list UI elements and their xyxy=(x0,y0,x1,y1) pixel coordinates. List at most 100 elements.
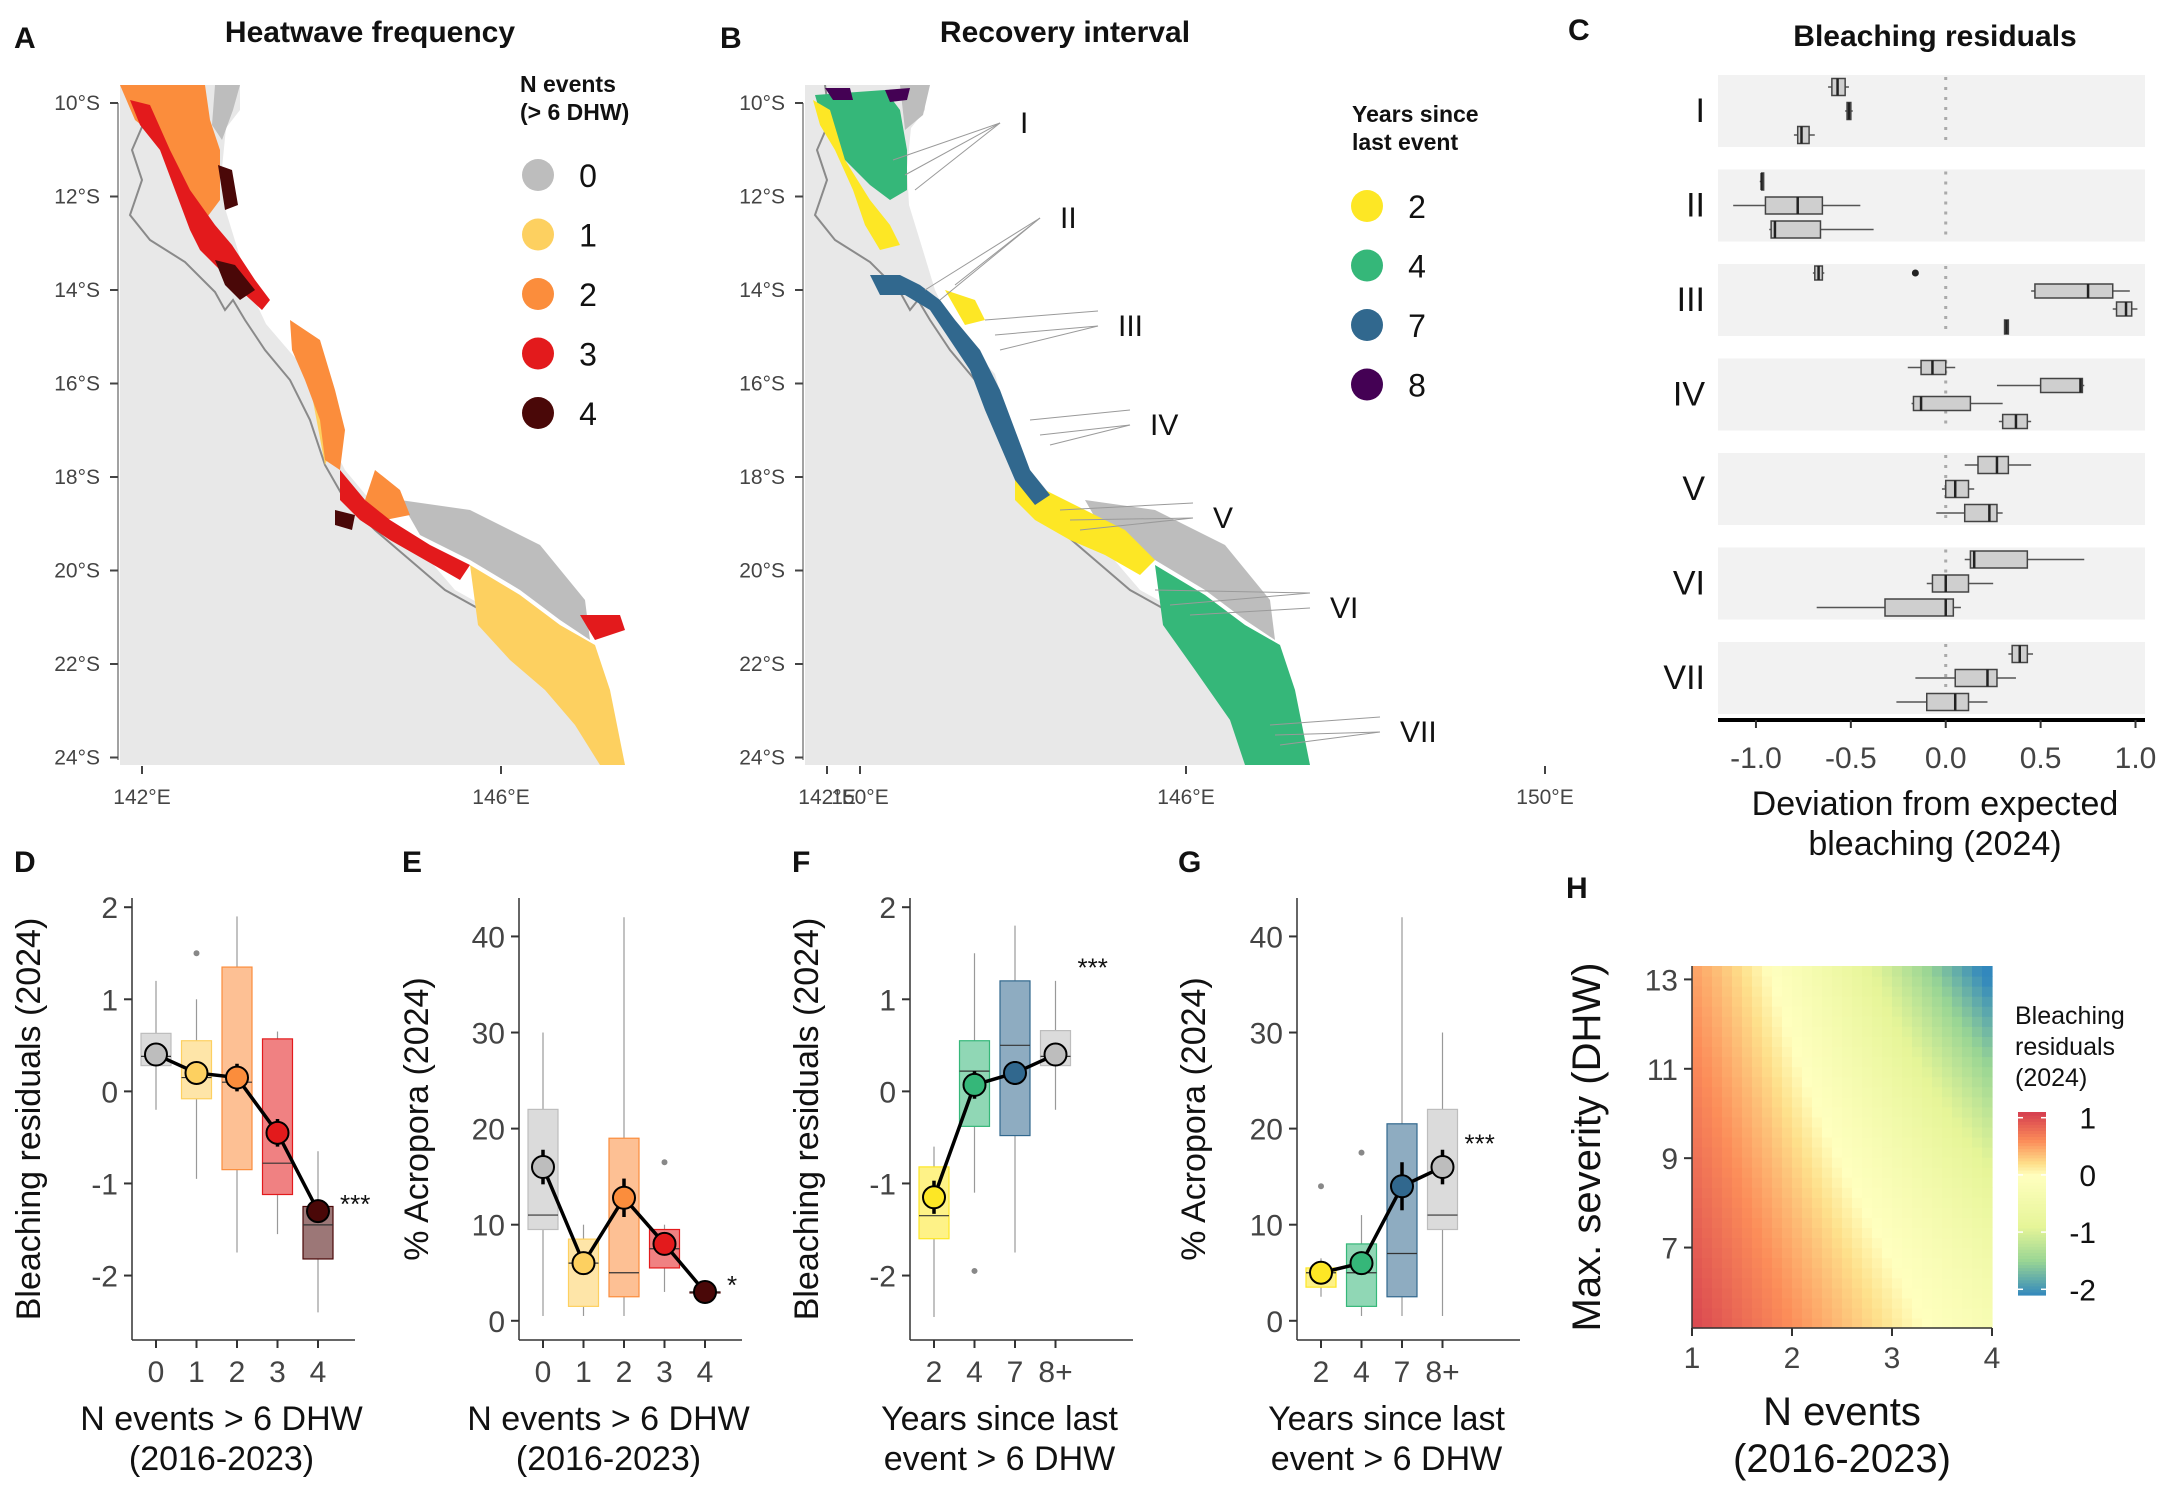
heatmap-cell xyxy=(1772,966,1783,977)
heatmap-cell xyxy=(1822,1237,1833,1249)
heatmap-cell xyxy=(1982,986,1993,997)
heatmap-cell xyxy=(1832,1297,1843,1309)
heatmap-cell xyxy=(1742,1056,1753,1068)
heatmap-cell xyxy=(1862,986,1873,997)
heatmap-cell xyxy=(1982,976,1993,987)
heatmap-cell xyxy=(1752,1227,1763,1239)
heatmap-cell xyxy=(1712,1066,1723,1078)
y-tick-label: 10 xyxy=(1250,1210,1283,1243)
heatmap-cell xyxy=(1812,1267,1823,1279)
heatmap-cell xyxy=(1872,1277,1883,1289)
legend-color-step xyxy=(2018,1206,2046,1211)
heatmap-cell xyxy=(1862,1217,1873,1229)
heatmap-cell xyxy=(1852,1297,1863,1309)
heatmap-cell xyxy=(1862,1096,1873,1108)
heatmap-cell xyxy=(1752,1307,1763,1319)
heatmap-cell xyxy=(1872,966,1883,977)
heatmap-cell xyxy=(1902,1046,1913,1058)
heatmap-cell xyxy=(1952,1267,1963,1279)
heatmap-cell xyxy=(1932,1177,1943,1188)
heatmap-cell xyxy=(1782,1016,1793,1027)
heatmap-cell xyxy=(1692,1096,1703,1108)
heatmap-cell xyxy=(1872,1026,1883,1037)
heatmap-cell xyxy=(1852,1157,1863,1168)
heatmap-cell xyxy=(1912,1167,1923,1178)
heatmap-cell xyxy=(1982,1287,1993,1299)
heatmap-cell xyxy=(1762,1016,1773,1027)
y-tick-label: -1 xyxy=(869,1168,896,1201)
heatmap-cell xyxy=(1812,1307,1823,1319)
heatmap-cell xyxy=(1712,1086,1723,1098)
legend-color-step xyxy=(2018,1273,2046,1278)
heatmap-cell xyxy=(1762,1267,1773,1279)
map-b-legend-label: 4 xyxy=(1408,249,1426,285)
heatmap-cell xyxy=(1882,1016,1893,1027)
legend-color-step xyxy=(2018,1221,2046,1226)
heatmap-cell xyxy=(1962,1116,1973,1128)
map-a-legend-swatch xyxy=(522,159,554,191)
heatmap-cell xyxy=(1832,1126,1843,1138)
heatmap-cell xyxy=(1982,1036,1993,1048)
map-b-lat-label: 16°S xyxy=(739,373,785,396)
y-tick-label: -2 xyxy=(91,1261,118,1294)
heatmap-cell xyxy=(1772,1026,1783,1037)
heatmap-cell xyxy=(1932,1247,1943,1259)
heatmap-cell xyxy=(1742,1307,1753,1319)
heatmap-cell xyxy=(1952,1317,1963,1329)
heatmap-cell xyxy=(1692,1116,1703,1128)
heatmap-cell xyxy=(1962,1096,1973,1108)
heatmap-cell xyxy=(1892,1307,1903,1319)
heatmap-cell xyxy=(1922,1056,1933,1068)
heatmap-cell xyxy=(1702,1317,1713,1329)
heatmap-cell xyxy=(1932,986,1943,997)
heatmap-cell xyxy=(1862,1207,1873,1218)
heatmap-cell xyxy=(1862,1056,1873,1068)
heatmap-cell xyxy=(1782,1026,1793,1037)
heatmap-cell xyxy=(1892,1177,1903,1188)
heatmap-cell xyxy=(1722,1126,1733,1138)
heatmap-cell xyxy=(1722,1066,1733,1078)
region-leader-line xyxy=(1154,589,1311,594)
heatmap-cell xyxy=(1912,976,1923,987)
heatmap-cell xyxy=(1722,1016,1733,1027)
heatmap-cell xyxy=(1942,1046,1953,1058)
heatmap-cell xyxy=(1802,1257,1813,1269)
legend-color-step xyxy=(2018,1176,2046,1180)
heatmap-cell xyxy=(1762,1217,1773,1229)
heatmap-cell xyxy=(1972,1126,1983,1138)
heatmap-cell xyxy=(1722,1207,1733,1218)
heatmap-cell xyxy=(1732,1277,1743,1289)
heatmap-cell xyxy=(1792,1116,1803,1128)
heatmap-cell xyxy=(1802,1026,1813,1037)
heatmap-cell xyxy=(1922,1307,1933,1319)
heatmap-cell xyxy=(1972,1056,1983,1068)
heatmap-cell xyxy=(1862,966,1873,977)
heatmap-cell xyxy=(1842,1157,1853,1168)
heatmap-cell xyxy=(1812,1116,1823,1128)
region-row-label: VI xyxy=(1673,565,1705,603)
mainland-b xyxy=(805,85,1302,765)
heatmap-cell xyxy=(1842,1006,1853,1017)
heatmap-cell xyxy=(1782,1177,1793,1188)
heatmap-cell xyxy=(1782,1096,1793,1108)
map-a-legend-swatch xyxy=(522,218,554,251)
legend-color-step xyxy=(2018,1258,2046,1263)
heatmap-cell xyxy=(1942,1056,1953,1068)
heatmap-cell xyxy=(1842,1287,1853,1299)
heatmap-cell xyxy=(1712,1247,1723,1259)
legend-color-step xyxy=(2018,1188,2046,1192)
heatmap-cell xyxy=(1892,1066,1903,1078)
heatmap-cell xyxy=(1702,1116,1713,1128)
heatmap-cell xyxy=(1802,986,1813,997)
heatmap-cell xyxy=(1772,996,1783,1007)
heatmap-cell xyxy=(1712,1046,1723,1058)
heatmap-cell xyxy=(1892,1116,1903,1128)
legend-color-step xyxy=(2018,1234,2046,1238)
heatmap-cell xyxy=(1882,1046,1893,1058)
legend-color-step xyxy=(2018,1270,2046,1275)
heatmap-cell xyxy=(1712,1167,1723,1178)
heatmap-cell xyxy=(1982,1207,1993,1218)
heatmap-cell xyxy=(1962,1076,1973,1088)
heatmap-cell xyxy=(1862,1167,1873,1178)
heatmap-cell xyxy=(1952,1217,1963,1229)
